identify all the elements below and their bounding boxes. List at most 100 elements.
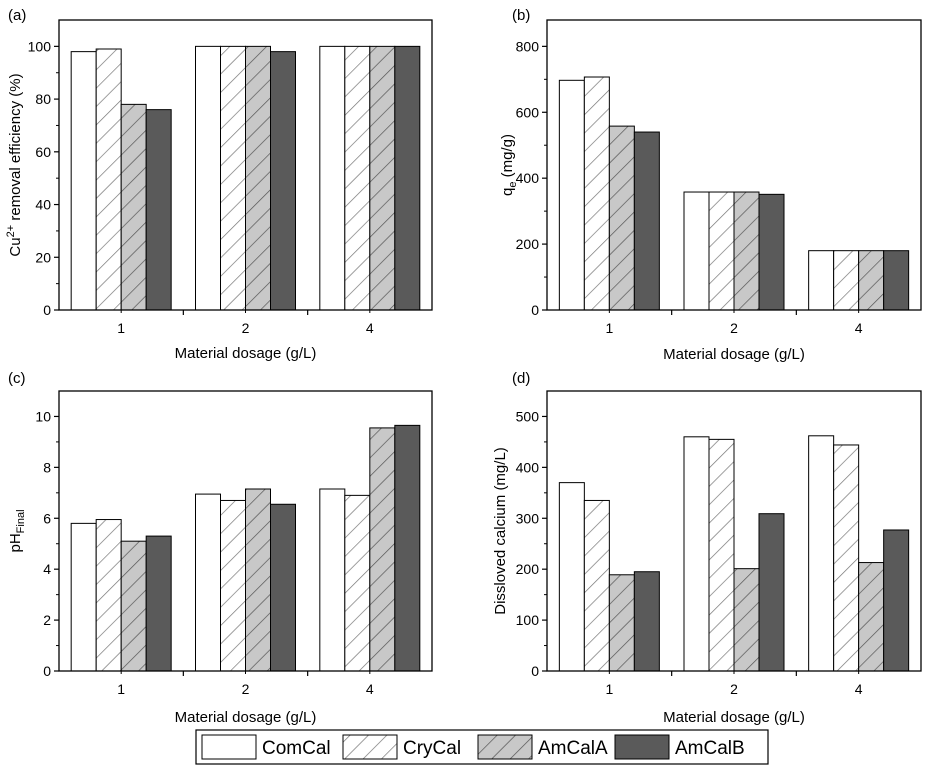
- x-tick-label: 4: [855, 320, 863, 336]
- bar-comcal-4: [808, 250, 835, 311]
- x-tick-label: 4: [366, 320, 374, 336]
- x-axis-title: Material dosage (g/L): [175, 709, 317, 726]
- y-tick-label: 60: [35, 144, 51, 160]
- x-axis-title: Material dosage (g/L): [663, 346, 805, 363]
- bar-amcalb-2: [758, 513, 785, 672]
- x-tick-label: 2: [242, 320, 250, 336]
- y-tick-label: 6: [43, 510, 51, 526]
- x-tick-label: 1: [605, 320, 613, 336]
- chart-panel-1: 0 20 40 60 80 100 1 2 4 Material dosage (g/L) Cu2+…: [5, 7, 433, 362]
- bar-crycal-2: [220, 45, 246, 311]
- y-tick-label: 500: [516, 408, 540, 424]
- y-axis-title: qe (mg/g): [499, 134, 519, 196]
- bar-amcala-2: [245, 45, 271, 311]
- bar-crycal-1: [95, 48, 122, 311]
- panel-label: (a): [8, 7, 26, 24]
- bar-crycal-2: [708, 438, 735, 672]
- bar-amcala-1: [608, 574, 635, 672]
- y-tick-label: 200: [516, 561, 540, 577]
- bar-amcalb-4: [883, 250, 910, 311]
- y-tick-label: 40: [35, 197, 51, 213]
- x-tick-label: 1: [117, 320, 125, 336]
- bar-crycal-4: [344, 45, 371, 311]
- legend-label-comcal: ComCal: [262, 738, 331, 759]
- y-tick-label: 800: [516, 38, 540, 54]
- bar-crycal-1: [95, 519, 122, 672]
- y-tick-label: 400: [516, 459, 540, 475]
- y-tick-label: 20: [35, 249, 51, 265]
- bar-amcalb-1: [145, 535, 172, 672]
- legend-swatch-crycal: [342, 734, 398, 760]
- legend-label-amcalb: AmCalB: [675, 738, 745, 759]
- y-tick-label: 0: [531, 663, 539, 679]
- bar-comcal-1: [558, 79, 585, 311]
- bar-amcalb-4: [394, 424, 421, 672]
- legend-swatch-amcalb: [614, 734, 670, 760]
- bar-amcala-4: [369, 427, 396, 672]
- y-tick-label: 0: [43, 302, 51, 318]
- bar-crycal-4: [833, 444, 860, 672]
- bar-amcala-1: [120, 103, 147, 311]
- bar-comcal-4: [319, 45, 346, 311]
- y-axis-title: Cu2+ removal efficiency (%): [5, 73, 24, 256]
- bar-amcalb-2: [270, 51, 296, 311]
- y-tick-label: 200: [516, 236, 540, 252]
- x-tick-label: 2: [242, 681, 250, 697]
- x-tick-label: 2: [730, 320, 738, 336]
- bar-comcal-1: [70, 522, 97, 672]
- y-tick-label: 100: [28, 38, 52, 54]
- bar-comcal-2: [195, 493, 221, 672]
- legend-label-amcala: AmCalA: [538, 738, 608, 759]
- bar-amcalb-2: [758, 193, 785, 311]
- bar-comcal-4: [319, 488, 346, 672]
- bar-amcalb-1: [633, 131, 660, 311]
- legend-label-crycal: CryCal: [403, 738, 461, 759]
- bar-crycal-1: [583, 76, 610, 311]
- y-axis-title: Dissloved calcium (mg/L): [492, 447, 509, 615]
- y-tick-label: 8: [43, 459, 51, 475]
- panel-label: (b): [512, 7, 530, 24]
- bar-crycal-2: [220, 499, 246, 672]
- bar-amcalb-2: [270, 503, 296, 672]
- y-tick-label: 0: [531, 302, 539, 318]
- legend-swatch-amcala: [477, 734, 533, 760]
- y-tick-label: 400: [516, 170, 540, 186]
- y-tick-label: 4: [43, 561, 51, 577]
- x-tick-label: 1: [605, 681, 613, 697]
- bar-crycal-1: [583, 499, 610, 672]
- y-axis-title: pHFinal: [7, 509, 27, 552]
- bar-amcalb-1: [145, 109, 172, 311]
- x-tick-label: 4: [366, 681, 374, 697]
- bar-crycal-4: [344, 494, 371, 672]
- y-tick-label: 100: [516, 612, 540, 628]
- y-tick-label: 2: [43, 612, 51, 628]
- chart-panel-4: 0 100 200 300 400 500 1 2 4 Material dosage (g/L)…: [492, 370, 922, 726]
- bar-comcal-2: [683, 191, 710, 311]
- bar-amcalb-1: [633, 571, 660, 672]
- legend: ComCal CryCal AmCalA AmCalB: [195, 729, 769, 765]
- x-tick-label: 4: [855, 681, 863, 697]
- bar-amcala-4: [858, 562, 885, 672]
- bar-amcalb-4: [883, 529, 910, 672]
- x-tick-label: 1: [117, 681, 125, 697]
- legend-swatch-comcal: [201, 734, 257, 760]
- bar-comcal-1: [558, 482, 585, 672]
- bar-comcal-2: [683, 436, 710, 672]
- panel-label: (c): [8, 370, 26, 387]
- bar-amcala-4: [858, 250, 885, 311]
- y-tick-label: 600: [516, 104, 540, 120]
- bar-amcala-4: [369, 45, 396, 311]
- bar-amcala-1: [120, 540, 147, 672]
- y-tick-label: 0: [43, 663, 51, 679]
- y-tick-label: 10: [35, 408, 51, 424]
- chart-panel-2: 0 200 400 600 800 1 2 4 Material dosage (g/L) qe …: [499, 7, 922, 363]
- bar-comcal-1: [70, 51, 97, 311]
- bar-amcala-2: [245, 488, 271, 672]
- panel-label: (d): [512, 370, 530, 387]
- y-tick-label: 80: [35, 91, 51, 107]
- y-tick-label: 300: [516, 510, 540, 526]
- bar-amcala-1: [608, 125, 635, 311]
- x-tick-label: 2: [730, 681, 738, 697]
